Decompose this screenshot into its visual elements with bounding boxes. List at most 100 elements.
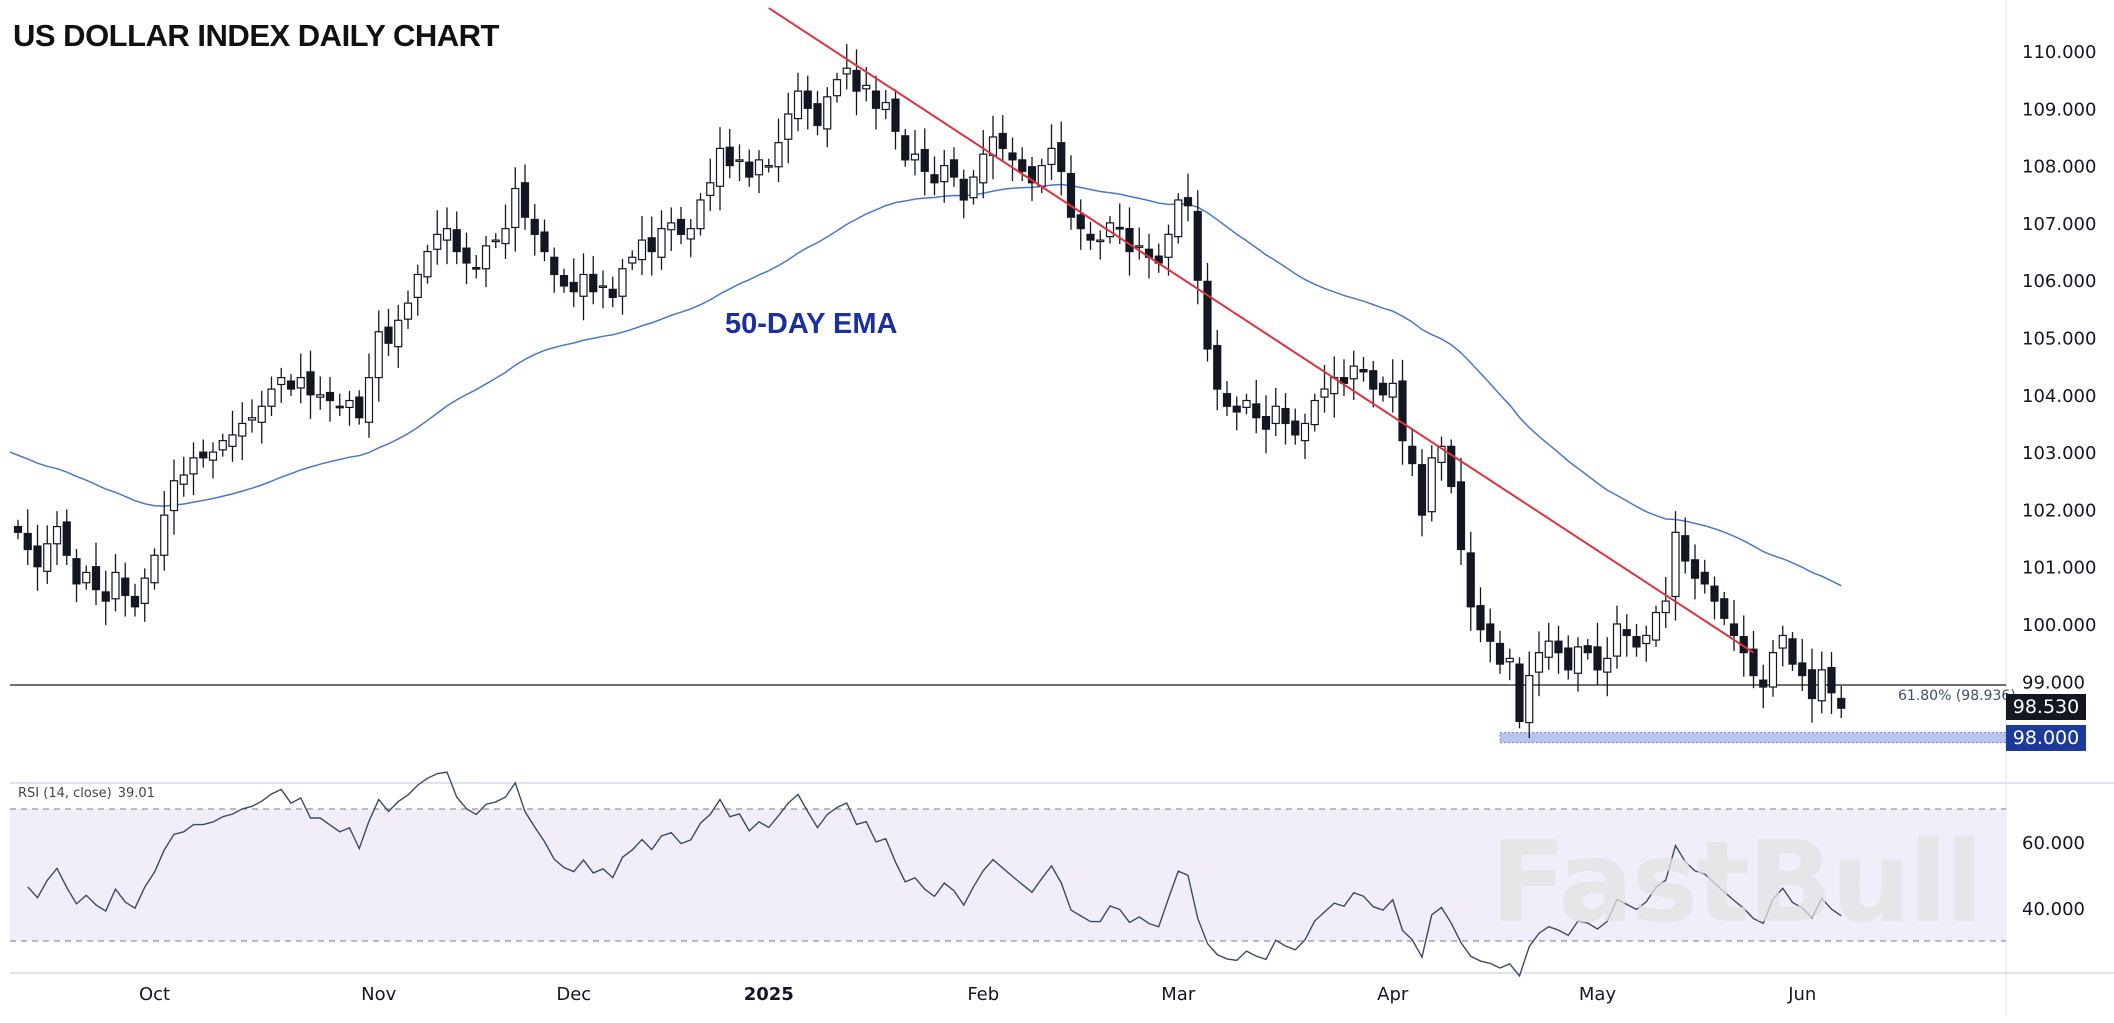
price-tick-label: 101.000 bbox=[2022, 558, 2096, 579]
candle bbox=[715, 127, 725, 211]
candle-body bbox=[1690, 559, 1700, 579]
candle bbox=[1281, 393, 1290, 445]
candle-body bbox=[218, 440, 227, 451]
candle bbox=[13, 519, 23, 540]
candle-body bbox=[842, 67, 851, 75]
candle bbox=[910, 130, 920, 176]
candle bbox=[1778, 625, 1787, 667]
candle bbox=[1681, 517, 1690, 574]
candle bbox=[374, 310, 383, 402]
candle-body bbox=[23, 532, 32, 551]
candle bbox=[1427, 445, 1436, 522]
candle bbox=[1622, 614, 1631, 657]
candle-body bbox=[1622, 629, 1631, 637]
time-tick-label: Oct bbox=[139, 984, 170, 1005]
candle-body bbox=[1291, 420, 1300, 436]
candle bbox=[121, 562, 130, 617]
price-tick-label: 109.000 bbox=[2022, 99, 2096, 120]
candle-body bbox=[1525, 674, 1534, 724]
candle bbox=[686, 218, 695, 258]
candle bbox=[1476, 587, 1485, 643]
candle-body bbox=[325, 391, 335, 402]
candle-body bbox=[1729, 623, 1739, 637]
candle bbox=[1788, 632, 1797, 671]
candle bbox=[1564, 635, 1573, 680]
candle bbox=[871, 75, 881, 130]
candle-body bbox=[569, 281, 578, 293]
candle-body bbox=[1310, 399, 1319, 426]
candle-body bbox=[335, 405, 344, 409]
candle bbox=[1729, 599, 1739, 651]
candle bbox=[530, 203, 539, 256]
candle bbox=[735, 144, 744, 182]
candle-body bbox=[1408, 445, 1417, 465]
candle bbox=[920, 128, 929, 196]
candle bbox=[1232, 396, 1241, 431]
candle-body bbox=[1788, 638, 1797, 665]
candle bbox=[62, 509, 71, 565]
candle bbox=[891, 89, 900, 150]
price-tick-label: 107.000 bbox=[2022, 214, 2096, 235]
candle bbox=[1369, 360, 1378, 408]
candle bbox=[1505, 648, 1514, 681]
candle bbox=[169, 459, 179, 535]
candle bbox=[1456, 457, 1466, 565]
candle-body bbox=[1564, 647, 1573, 671]
rsi-name: RSI (14, close) bbox=[18, 786, 112, 801]
candle bbox=[364, 353, 374, 438]
candle bbox=[325, 377, 335, 422]
candle-body bbox=[1720, 598, 1729, 619]
candle bbox=[550, 247, 559, 293]
candle-body bbox=[745, 161, 754, 178]
candle-body bbox=[930, 174, 939, 184]
candle-body bbox=[1232, 405, 1241, 413]
candle-body bbox=[1768, 652, 1778, 688]
candle bbox=[1661, 577, 1670, 629]
candle-body bbox=[160, 514, 169, 556]
candle bbox=[286, 374, 296, 396]
price-tick-label: 104.000 bbox=[2022, 386, 2096, 407]
candle-body bbox=[394, 319, 403, 348]
candle-body bbox=[1642, 634, 1651, 645]
candle bbox=[881, 89, 890, 120]
candle-body bbox=[1466, 552, 1475, 608]
candle-body bbox=[296, 377, 305, 389]
candle bbox=[959, 169, 968, 219]
candle-body bbox=[91, 566, 101, 591]
candle bbox=[1573, 637, 1583, 692]
candle bbox=[1086, 221, 1095, 250]
candle-body bbox=[1349, 365, 1358, 380]
candle bbox=[832, 72, 842, 103]
support-zone bbox=[1499, 732, 2007, 744]
candle-body bbox=[501, 228, 510, 245]
price-tick-label: 100.000 bbox=[2022, 615, 2096, 636]
candle-body bbox=[1651, 611, 1661, 641]
candle bbox=[1417, 449, 1427, 537]
candle bbox=[676, 206, 686, 245]
candle-body bbox=[1612, 623, 1622, 657]
candle bbox=[1164, 224, 1173, 276]
time-tick-label: Jun bbox=[1787, 984, 1816, 1005]
time-tick-label: Dec bbox=[556, 984, 591, 1005]
candle-body bbox=[618, 268, 627, 297]
candle bbox=[969, 170, 978, 205]
candle bbox=[754, 150, 764, 194]
candle bbox=[1135, 227, 1144, 260]
candle bbox=[647, 216, 656, 276]
candle bbox=[423, 244, 432, 284]
candle bbox=[277, 367, 286, 403]
candle bbox=[1310, 393, 1319, 432]
candle bbox=[91, 542, 101, 606]
candle bbox=[413, 264, 422, 316]
candle-body bbox=[1193, 210, 1202, 281]
candle-body bbox=[1515, 663, 1524, 723]
candle bbox=[1203, 263, 1212, 362]
candle-body bbox=[637, 239, 647, 261]
candle bbox=[462, 232, 471, 285]
trendline bbox=[768, 7, 1755, 654]
candle-body bbox=[1125, 228, 1134, 253]
candle-body bbox=[774, 142, 783, 168]
candle-body bbox=[433, 233, 442, 250]
candle bbox=[433, 210, 442, 265]
